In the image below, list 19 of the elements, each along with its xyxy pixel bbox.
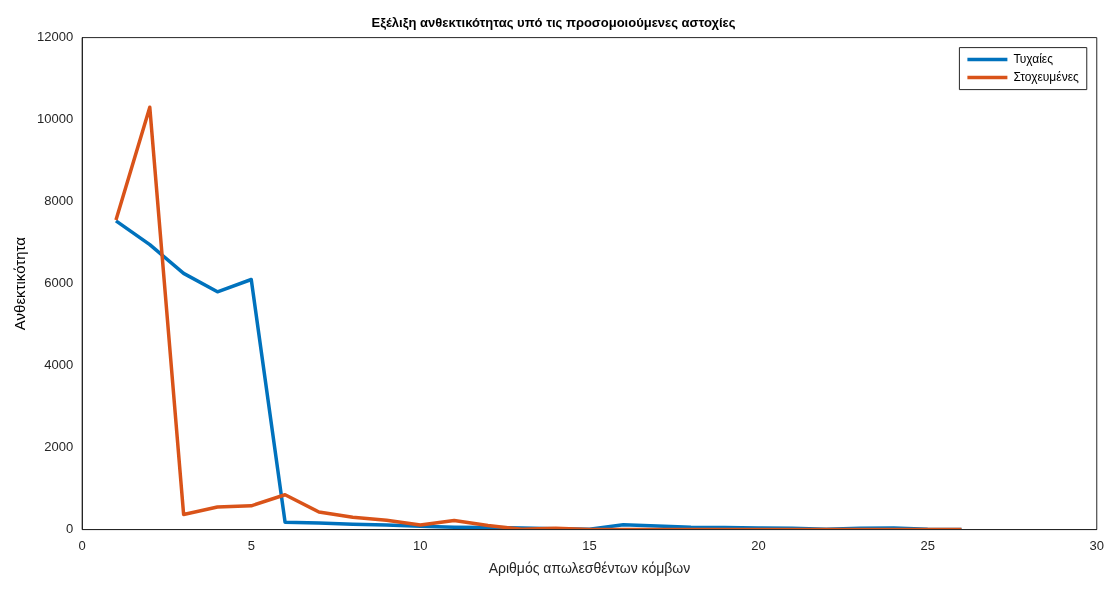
y-tick-label: 8000 (44, 193, 74, 209)
x-axis-title: Αριθμός απωλεσθέντων κόμβων (488, 560, 691, 577)
y-axis-title: Ανθεκτικότητα (11, 236, 29, 331)
y-tick-label: 0 (65, 521, 74, 537)
y-tick-label: 12000 (36, 29, 74, 45)
x-tick-label: 5 (247, 537, 255, 553)
x-tick-label: 15 (582, 537, 597, 553)
x-tick-label: 30 (1089, 537, 1104, 553)
x-tick-label: 25 (920, 537, 935, 553)
y-tick-label: 6000 (44, 275, 74, 291)
x-tick-label: 0 (78, 537, 86, 553)
y-tick-label: 2000 (44, 439, 74, 455)
y-tick-label: 10000 (36, 111, 74, 127)
y-tick-label: 4000 (44, 357, 74, 373)
x-tick-label: 10 (413, 537, 428, 553)
x-tick-label: 20 (751, 537, 766, 553)
chart-title: Εξέλιξη ανθεκτικότητας υπό τις προσομοιούμενες αστοχίες (371, 15, 736, 31)
legend-label: Στοχευμένες (1013, 69, 1079, 84)
legend-label: Τυχαίες (1013, 51, 1054, 66)
